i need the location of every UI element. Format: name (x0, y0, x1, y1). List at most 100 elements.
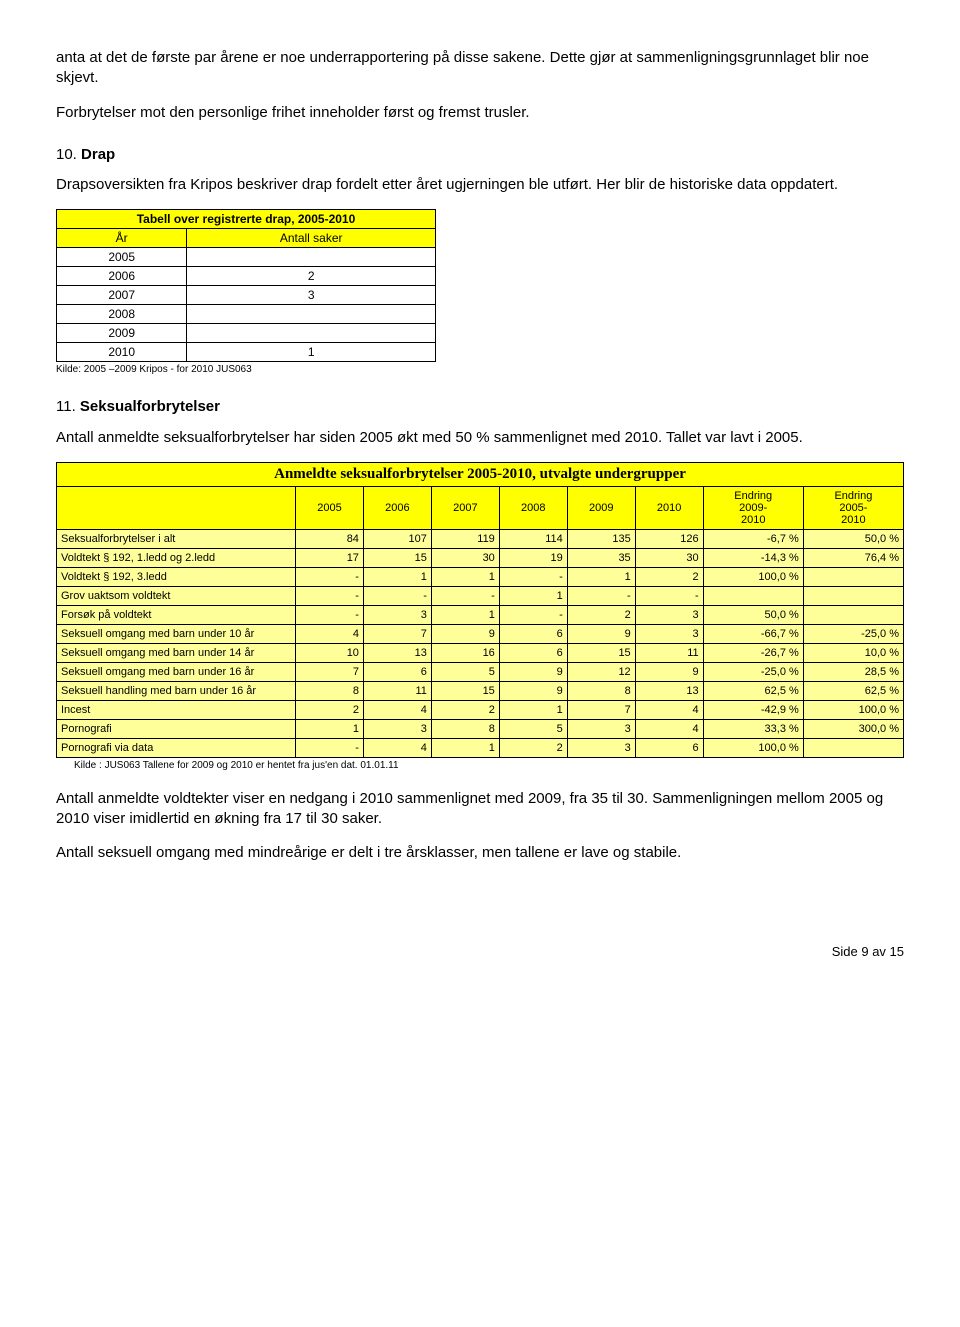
cell-value: - (296, 586, 364, 605)
cell-value (803, 738, 903, 757)
table-row: 2008 (57, 305, 436, 324)
cell-year: 2008 (57, 305, 187, 324)
cell-value: 8 (567, 681, 635, 700)
cell-year: 2006 (57, 267, 187, 286)
table-row: Seksuell omgang med barn under 16 år7659… (57, 662, 904, 681)
cell-value: -42,9 % (703, 700, 803, 719)
table-row: Seksuell omgang med barn under 10 år47 96… (57, 624, 904, 643)
table-row: Incest242174-42,9 %100,0 % (57, 700, 904, 719)
cell-value: 4 (296, 624, 364, 643)
col-header: 2008 (499, 486, 567, 529)
cell-value: 33,3 % (703, 719, 803, 738)
cell-value: 5 (499, 719, 567, 738)
cell-value: 6 (499, 624, 567, 643)
table-source: Kilde: 2005 –2009 Kripos - for 2010 JUS0… (56, 364, 904, 375)
cell-value: - (635, 586, 703, 605)
cell-value: 15 (567, 643, 635, 662)
cell-value: 135 (567, 529, 635, 548)
cell-value: 9 (499, 681, 567, 700)
col-header: 2005 (296, 486, 364, 529)
table-title: Anmeldte seksualforbrytelser 2005-2010, … (57, 462, 904, 486)
cell-value: - (296, 738, 364, 757)
cell-value: 4 (635, 700, 703, 719)
cell-value: 4 (363, 738, 431, 757)
table-source: Kilde : JUS063 Tallene for 2009 og 2010 … (74, 760, 904, 771)
cell-value: 30 (635, 548, 703, 567)
paragraph: Drapsoversikten fra Kripos beskriver dra… (56, 175, 904, 195)
cell-value: 4 (635, 719, 703, 738)
table-row: Pornografi via data-41236100,0 % (57, 738, 904, 757)
drap-table: Tabell over registrerte drap, 2005-2010 … (56, 209, 436, 362)
paragraph: Antall anmeldte voldtekter viser en nedg… (56, 789, 904, 830)
cell-value: 15 (363, 548, 431, 567)
cell-count: 2 (187, 267, 436, 286)
col-header (57, 486, 296, 529)
page-footer: Side 9 av 15 (56, 944, 904, 959)
cell-value: 30 (431, 548, 499, 567)
cell-value: 6 (363, 662, 431, 681)
cell-year: 2007 (57, 286, 187, 305)
cell-value: 2 (635, 567, 703, 586)
cell-value: 1 (431, 738, 499, 757)
col-header: Endring2009-2010 (703, 486, 803, 529)
paragraph: Forbrytelser mot den personlige frihet i… (56, 103, 904, 123)
cell-value: 7 (363, 624, 431, 643)
cell-value (703, 586, 803, 605)
cell-value (803, 605, 903, 624)
cell-label: Forsøk på voldtekt (57, 605, 296, 624)
cell-label: Voldtekt § 192, 1.ledd og 2.ledd (57, 548, 296, 567)
table-row: Seksualforbrytelser i alt841071191141351… (57, 529, 904, 548)
cell-label: Seksuell omgang med barn under 16 år (57, 662, 296, 681)
cell-label: Pornografi via data (57, 738, 296, 757)
cell-value: 76,4 % (803, 548, 903, 567)
cell-value: 3 (635, 624, 703, 643)
cell-value: 300,0 % (803, 719, 903, 738)
cell-value: 126 (635, 529, 703, 548)
cell-value: 119 (431, 529, 499, 548)
cell-value: 6 (635, 738, 703, 757)
col-header: Antall saker (187, 229, 436, 248)
cell-value: 100,0 % (703, 738, 803, 757)
cell-value: 7 (567, 700, 635, 719)
col-header: Endring2005-2010 (803, 486, 903, 529)
cell-value: 3 (567, 738, 635, 757)
cell-value: 17 (296, 548, 364, 567)
cell-value: 2 (567, 605, 635, 624)
cell-value: -26,7 % (703, 643, 803, 662)
cell-count (187, 248, 436, 267)
cell-value: - (296, 605, 364, 624)
cell-value: 1 (363, 567, 431, 586)
table-row: Grov uaktsom voldtekt---1-- (57, 586, 904, 605)
cell-value: - (499, 567, 567, 586)
cell-value: 6 (499, 643, 567, 662)
cell-value: 1 (499, 700, 567, 719)
cell-value: 1 (431, 567, 499, 586)
cell-value: -25,0 % (803, 624, 903, 643)
table-row: Forsøk på voldtekt-31-2350,0 % (57, 605, 904, 624)
table-row: 20101 (57, 343, 436, 362)
cell-value: 8 (431, 719, 499, 738)
cell-value: 13 (363, 643, 431, 662)
cell-label: Seksuell omgang med barn under 10 år (57, 624, 296, 643)
cell-value: 28,5 % (803, 662, 903, 681)
cell-value: 9 (635, 662, 703, 681)
cell-value: 12 (567, 662, 635, 681)
paragraph: anta at det de første par årene er noe u… (56, 48, 904, 89)
cell-value: -6,7 % (703, 529, 803, 548)
cell-value: 9 (499, 662, 567, 681)
cell-value: 15 (431, 681, 499, 700)
section-10-heading: 10. Drap (56, 145, 904, 165)
cell-value: 1 (567, 567, 635, 586)
cell-value: - (431, 586, 499, 605)
sex-table: Anmeldte seksualforbrytelser 2005-2010, … (56, 462, 904, 758)
table-row: Voldtekt § 192, 1.ledd og 2.ledd17153019… (57, 548, 904, 567)
section-number: 10. (56, 146, 77, 163)
table-row: 2005 (57, 248, 436, 267)
cell-value: 9 (567, 624, 635, 643)
cell-value: 10 (296, 643, 364, 662)
cell-value: 100,0 % (703, 567, 803, 586)
section-number: 11. (56, 398, 76, 415)
cell-value: 35 (567, 548, 635, 567)
table-row: 2009 (57, 324, 436, 343)
cell-value: 62,5 % (703, 681, 803, 700)
